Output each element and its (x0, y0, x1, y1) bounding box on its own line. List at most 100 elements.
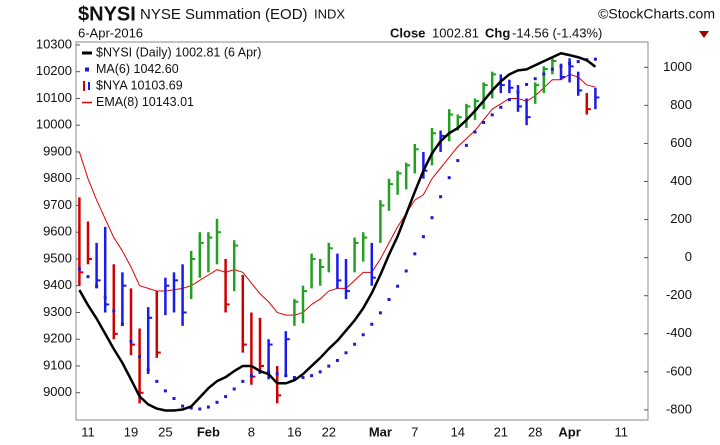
ma-dot (189, 406, 193, 410)
ma-dot (284, 374, 288, 378)
down-arrow (699, 31, 709, 38)
ma-dot (576, 60, 580, 64)
ma-dot (112, 309, 116, 313)
ma-dot (396, 284, 400, 288)
ma-dot (155, 379, 159, 383)
x-tick-label: Feb (197, 424, 220, 439)
ma-dot (413, 252, 417, 256)
legend-label: EMA(8) 10143.01 (96, 95, 194, 109)
y-tick-label: 9100 (43, 357, 72, 372)
ma-dot (361, 333, 365, 337)
x-tick-label: 25 (158, 424, 172, 439)
y-tick-label: 9900 (43, 143, 72, 158)
ma-dot (559, 64, 563, 68)
y-tick-label: 9700 (43, 197, 72, 212)
ma-dot (129, 339, 133, 343)
ma-dot (464, 143, 468, 147)
ma-dot (456, 159, 460, 163)
ma-dot (499, 105, 503, 109)
x-tick-label: Apr (558, 424, 580, 439)
ma-dot (241, 379, 245, 383)
close-label: Close (390, 25, 425, 40)
y2-tick-label: 800 (670, 97, 692, 112)
change-label: Chg (485, 25, 510, 40)
ma-dot (138, 355, 142, 359)
legend-label: MA(6) 1042.60 (96, 62, 179, 76)
chart-title: $NYSI (78, 3, 136, 25)
y-tick-label: 10200 (36, 63, 72, 78)
ma-dot (353, 342, 357, 346)
ma-dot (447, 176, 451, 180)
ma-dot (387, 298, 391, 302)
ma-dot (215, 400, 219, 404)
y2-tick-label: 0 (685, 249, 692, 264)
ma-dot (224, 395, 228, 399)
ma-dot (232, 387, 236, 391)
y-tick-label: 10300 (36, 36, 72, 51)
ma-dot (593, 57, 597, 61)
y2-tick-label: 600 (670, 135, 692, 150)
ma-dot (301, 376, 305, 380)
ma-dot (344, 351, 348, 355)
ma-dot (103, 296, 107, 300)
ma-dot (327, 364, 331, 368)
x-tick-label: 28 (528, 424, 542, 439)
x-tick-label: 22 (322, 424, 336, 439)
x-tick-label: 16 (287, 424, 301, 439)
series-line (78, 51, 597, 412)
ma-dot (370, 322, 374, 326)
x-tick-label: 11 (81, 424, 95, 439)
ma-dot (163, 389, 167, 393)
ma-dot (421, 235, 425, 239)
y-tick-label: 9000 (43, 384, 72, 399)
legend-swatch (85, 67, 89, 72)
y2-tick-label: -400 (666, 325, 692, 340)
source: ©StockCharts.com (598, 6, 715, 22)
legend-label: $NYA 10103.69 (96, 78, 183, 92)
exchange: INDX (314, 6, 345, 21)
x-tick-label: 21 (494, 424, 508, 439)
y-tick-label: 9500 (43, 250, 72, 265)
ma-dot (335, 358, 339, 362)
ma-dot (507, 98, 511, 102)
ma-dot (378, 311, 382, 315)
y-tick-label: 9200 (43, 331, 72, 346)
ma-dot (525, 82, 529, 86)
change-value: -14.56 (-1.43%) (512, 25, 602, 40)
x-tick-label: 11 (614, 424, 628, 439)
ma-dot (206, 405, 210, 409)
chart-subtitle: NYSE Summation (EOD) (140, 6, 308, 23)
x-tick-label: 8 (248, 424, 255, 439)
y-tick-label: 9800 (43, 170, 72, 185)
legend-label: $NYSI (Daily) 1002.81 (6 Apr) (96, 45, 261, 59)
x-tick-label: 7 (411, 424, 418, 439)
plot-frame (75, 41, 649, 421)
ma-dot (542, 72, 546, 76)
ma-dot (292, 376, 296, 380)
ma-dot (310, 374, 314, 378)
y-tick-label: 9300 (43, 304, 72, 319)
ma-dot (275, 372, 279, 376)
ma-dot (95, 284, 99, 288)
y-tick-label: 10000 (36, 117, 72, 132)
ma-dot (533, 77, 537, 81)
ma-dot (318, 370, 322, 374)
y2-tick-label: -200 (666, 287, 692, 302)
ma-dot (172, 396, 176, 400)
ma-dot (198, 407, 202, 411)
y2-tick-label: -800 (666, 401, 692, 416)
y-tick-label: 9600 (43, 224, 72, 239)
y-tick-label: 10100 (36, 90, 72, 105)
x-tick-label: 14 (451, 424, 465, 439)
ma-dot (430, 216, 434, 220)
y2-tick-label: -600 (666, 363, 692, 378)
ma-dot (86, 275, 90, 279)
ma-dot (516, 90, 520, 94)
x-tick-label: Mar (369, 424, 392, 439)
y2-tick-label: 1000 (663, 59, 692, 74)
ma-dot (249, 374, 253, 378)
close-value: 1002.81 (432, 25, 479, 40)
ma-dot (473, 130, 477, 134)
y2-tick-label: 200 (670, 211, 692, 226)
